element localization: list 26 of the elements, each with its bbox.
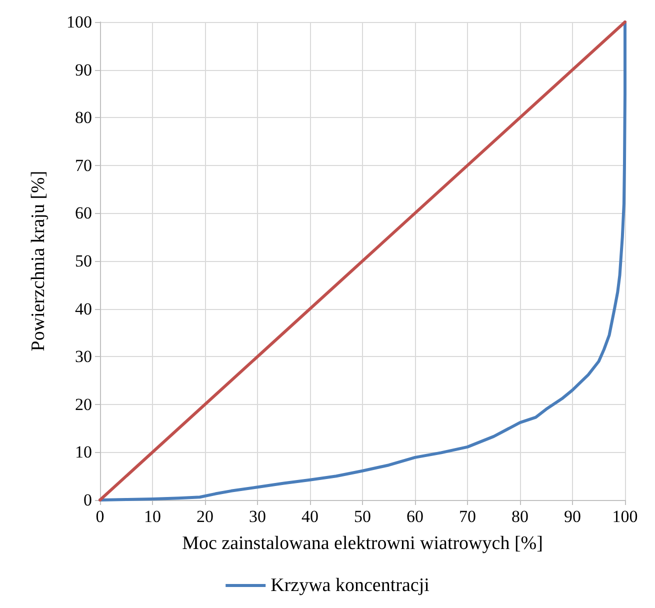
y-tick-label: 10 bbox=[75, 442, 92, 462]
x-axis-title: Moc zainstalowana elektrowni wiatrowych [%] bbox=[182, 533, 543, 554]
legend-label: Krzywa koncentracji bbox=[270, 575, 430, 596]
y-tick-label: 60 bbox=[75, 204, 92, 223]
x-tick-label: 10 bbox=[144, 507, 161, 526]
x-tick-label: 80 bbox=[512, 507, 528, 526]
y-axis-title: Powierzchnia kraju [%] bbox=[28, 170, 49, 352]
x-tick-label: 30 bbox=[249, 507, 266, 526]
x-tick-label: 50 bbox=[354, 507, 371, 526]
x-tick-label: 70 bbox=[459, 507, 476, 526]
y-tick-label: 0 bbox=[84, 490, 92, 510]
x-tick-label: 20 bbox=[196, 507, 214, 526]
line-series bbox=[98, 20, 626, 502]
y-tick-label: 30 bbox=[75, 347, 92, 366]
y-tick-label: 100 bbox=[66, 12, 92, 32]
y-tick-label: 90 bbox=[75, 60, 92, 80]
x-tick-label: 60 bbox=[406, 507, 424, 526]
y-tick-label: 70 bbox=[75, 156, 92, 175]
y-tick-label: 20 bbox=[75, 394, 92, 414]
x-tick-label: 40 bbox=[302, 507, 318, 526]
y-tick-label: 50 bbox=[75, 252, 92, 270]
y-tick-label: 40 bbox=[75, 299, 92, 318]
x-tick-label: 90 bbox=[564, 507, 581, 526]
x-tick-label: 100 bbox=[612, 507, 638, 526]
y-tick-label: 80 bbox=[75, 108, 92, 128]
x-tick-label: 0 bbox=[96, 507, 104, 526]
